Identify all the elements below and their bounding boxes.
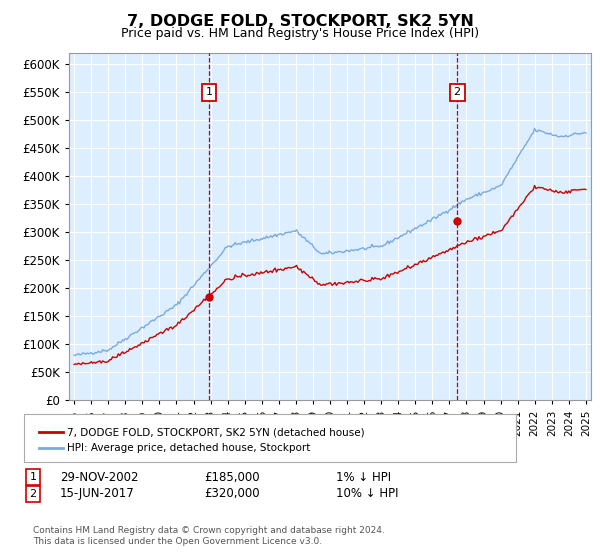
Text: Price paid vs. HM Land Registry's House Price Index (HPI): Price paid vs. HM Land Registry's House …	[121, 27, 479, 40]
Text: £320,000: £320,000	[204, 487, 260, 501]
Text: 1: 1	[206, 87, 212, 97]
Text: 10% ↓ HPI: 10% ↓ HPI	[336, 487, 398, 501]
Text: 29-NOV-2002: 29-NOV-2002	[60, 470, 139, 484]
Text: HPI: Average price, detached house, Stockport: HPI: Average price, detached house, Stoc…	[67, 443, 311, 453]
Text: 2: 2	[454, 87, 461, 97]
Text: Contains HM Land Registry data © Crown copyright and database right 2024.
This d: Contains HM Land Registry data © Crown c…	[33, 526, 385, 546]
Text: 1: 1	[29, 472, 37, 482]
Text: 1% ↓ HPI: 1% ↓ HPI	[336, 470, 391, 484]
Text: 15-JUN-2017: 15-JUN-2017	[60, 487, 135, 501]
Text: 7, DODGE FOLD, STOCKPORT, SK2 5YN (detached house): 7, DODGE FOLD, STOCKPORT, SK2 5YN (detac…	[67, 427, 365, 437]
Text: £185,000: £185,000	[204, 470, 260, 484]
Text: 2: 2	[29, 489, 37, 499]
Text: 7, DODGE FOLD, STOCKPORT, SK2 5YN: 7, DODGE FOLD, STOCKPORT, SK2 5YN	[127, 14, 473, 29]
